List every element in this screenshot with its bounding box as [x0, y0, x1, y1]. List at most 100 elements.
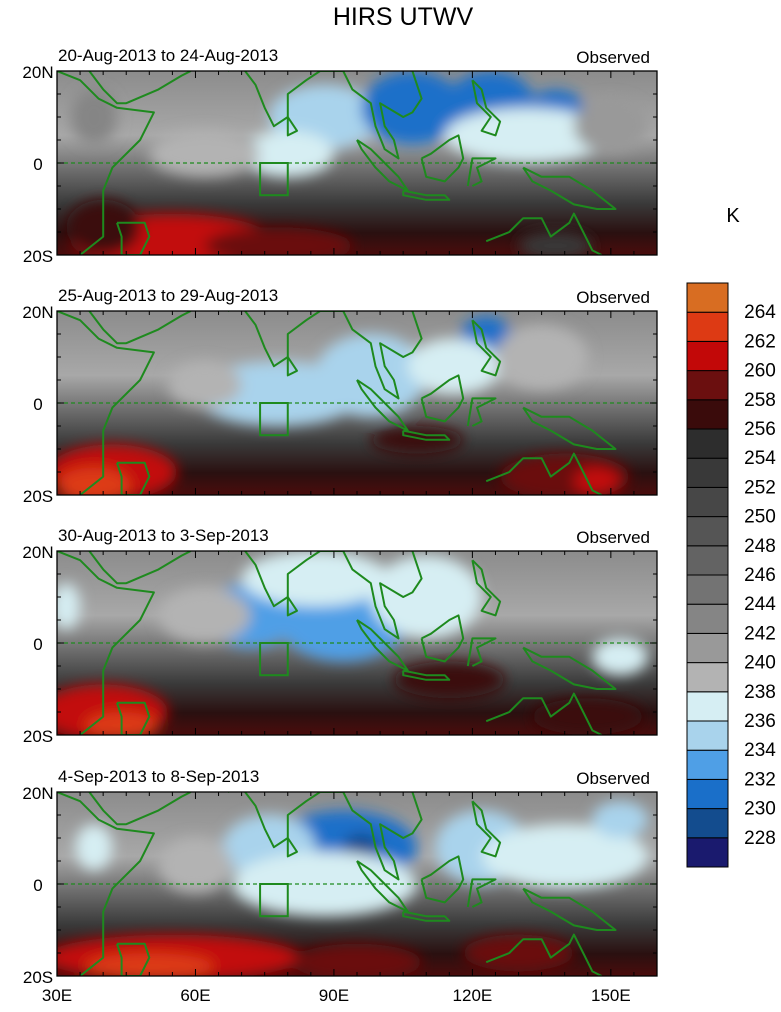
- colorbar-cell: [686, 516, 729, 547]
- panel-label: Observed: [576, 288, 650, 307]
- coastline: [116, 221, 151, 255]
- contour-blob: [149, 130, 261, 177]
- coastline: [227, 551, 321, 608]
- coastline: [286, 116, 298, 137]
- coastline: [320, 311, 423, 400]
- y-tick-label: 20N: [22, 63, 53, 82]
- colorbar-cell: [686, 749, 729, 780]
- coastline: [420, 374, 465, 423]
- coastline: [320, 71, 423, 160]
- coastline: [426, 551, 429, 552]
- contour-blob: [407, 338, 501, 394]
- contour-blob: [573, 467, 621, 495]
- contour-blob: [158, 838, 233, 894]
- colorbar-cell: [686, 808, 729, 839]
- coastline: [485, 692, 603, 735]
- coastline: [420, 855, 465, 904]
- x-tick-label: 30E: [42, 986, 72, 1005]
- coastline: [116, 942, 151, 976]
- coastline: [485, 452, 603, 495]
- contour-blob: [370, 426, 464, 454]
- colorbar-cell: [686, 691, 729, 722]
- panel-1: 20N 0 20S 20-Aug-2013 to 24-Aug-2013 Observe…: [22, 46, 658, 266]
- colorbar-label: 250: [744, 507, 776, 528]
- coastlines: [57, 792, 617, 976]
- coastline: [88, 792, 192, 826]
- colorbar-cell: [686, 545, 729, 576]
- y-tick-label: 20S: [23, 727, 53, 746]
- colorbar-label: 258: [744, 390, 776, 411]
- x-tick-label: 120E: [453, 986, 493, 1005]
- y-tick-label: 20S: [23, 487, 53, 506]
- coastline: [286, 356, 298, 377]
- colorbar-cell: [686, 457, 729, 488]
- coastline: [471, 319, 502, 377]
- panel-period: 25-Aug-2013 to 29-Aug-2013: [58, 286, 278, 305]
- colorbar-cell: [686, 340, 729, 372]
- colorbar-label: 232: [744, 769, 776, 790]
- coastline: [57, 551, 155, 735]
- coastline: [402, 189, 451, 201]
- colorbar-cell: [686, 720, 729, 751]
- x-tick-label: 60E: [180, 986, 210, 1005]
- x-tick-label: 150E: [591, 986, 631, 1005]
- coastline: [286, 837, 298, 858]
- coastline: [116, 701, 151, 735]
- contour-blob: [481, 824, 648, 889]
- colorbar-label: 248: [744, 536, 776, 557]
- colorbar-label: 254: [744, 448, 776, 469]
- chart-title: HIRS UTWV: [333, 3, 474, 31]
- coastline: [320, 551, 423, 640]
- coastline: [227, 71, 321, 128]
- contour-blob: [57, 583, 81, 630]
- contour-blob: [75, 824, 113, 871]
- region-box: [259, 402, 289, 437]
- coastline: [88, 551, 192, 585]
- coastline: [420, 134, 465, 183]
- colorbar-label: 230: [744, 799, 776, 820]
- contour-blob: [70, 89, 118, 145]
- coastline: [426, 311, 429, 312]
- colorbar-label: 234: [744, 740, 776, 761]
- coastline: [485, 212, 603, 255]
- coastline: [485, 933, 603, 976]
- x-tick-label: 90E: [319, 986, 349, 1005]
- colorbar-cell: [686, 632, 729, 664]
- panel-period: 30-Aug-2013 to 3-Sep-2013: [58, 526, 269, 545]
- colorbar-cell: [686, 837, 729, 868]
- y-tick-label: 0: [33, 155, 42, 174]
- y-tick-label: 0: [33, 876, 42, 895]
- coastline: [320, 792, 423, 881]
- colorbar-cell: [686, 311, 729, 342]
- contour-blob: [204, 227, 353, 255]
- coastline: [471, 800, 502, 858]
- colorbar: 228 230 232 234 236 238 240 242 244 246 248 250 252 2…: [686, 282, 776, 868]
- coastline: [426, 792, 429, 793]
- region-box: [259, 162, 289, 197]
- contour-blob: [463, 934, 574, 972]
- coastline: [522, 406, 617, 450]
- panel-2: 20N 0 20S 25-Aug-2013 to 29-Aug-2013 Observe…: [22, 286, 658, 506]
- panel-label: Observed: [576, 48, 650, 67]
- coastline: [57, 792, 155, 976]
- colorbar-cell: [686, 603, 729, 634]
- colorbar-label: 240: [744, 653, 776, 674]
- field-2: [57, 311, 657, 495]
- y-tick-label: 20N: [22, 784, 53, 803]
- coastline: [88, 71, 192, 105]
- colorbar-cell: [686, 662, 729, 693]
- contour-blob: [592, 801, 648, 838]
- contour-blob: [57, 467, 131, 495]
- units-label: K: [726, 205, 740, 227]
- panels: 20N 0 20S 20-Aug-2013 to 24-Aug-2013 Observe…: [22, 46, 658, 987]
- ticks: [56, 791, 658, 977]
- contour-blob: [361, 71, 464, 145]
- panel-4: 20N 0 20S 4-Sep-2013 to 8-Sep-2013 Observed: [22, 767, 658, 987]
- colorbar-label: 244: [744, 594, 776, 615]
- coastline: [402, 429, 451, 441]
- contour-blob: [167, 361, 242, 408]
- y-tick-label: 20N: [22, 303, 53, 322]
- colorbar-label: 252: [744, 477, 776, 498]
- coastline: [522, 166, 617, 210]
- y-tick-label: 0: [33, 635, 42, 654]
